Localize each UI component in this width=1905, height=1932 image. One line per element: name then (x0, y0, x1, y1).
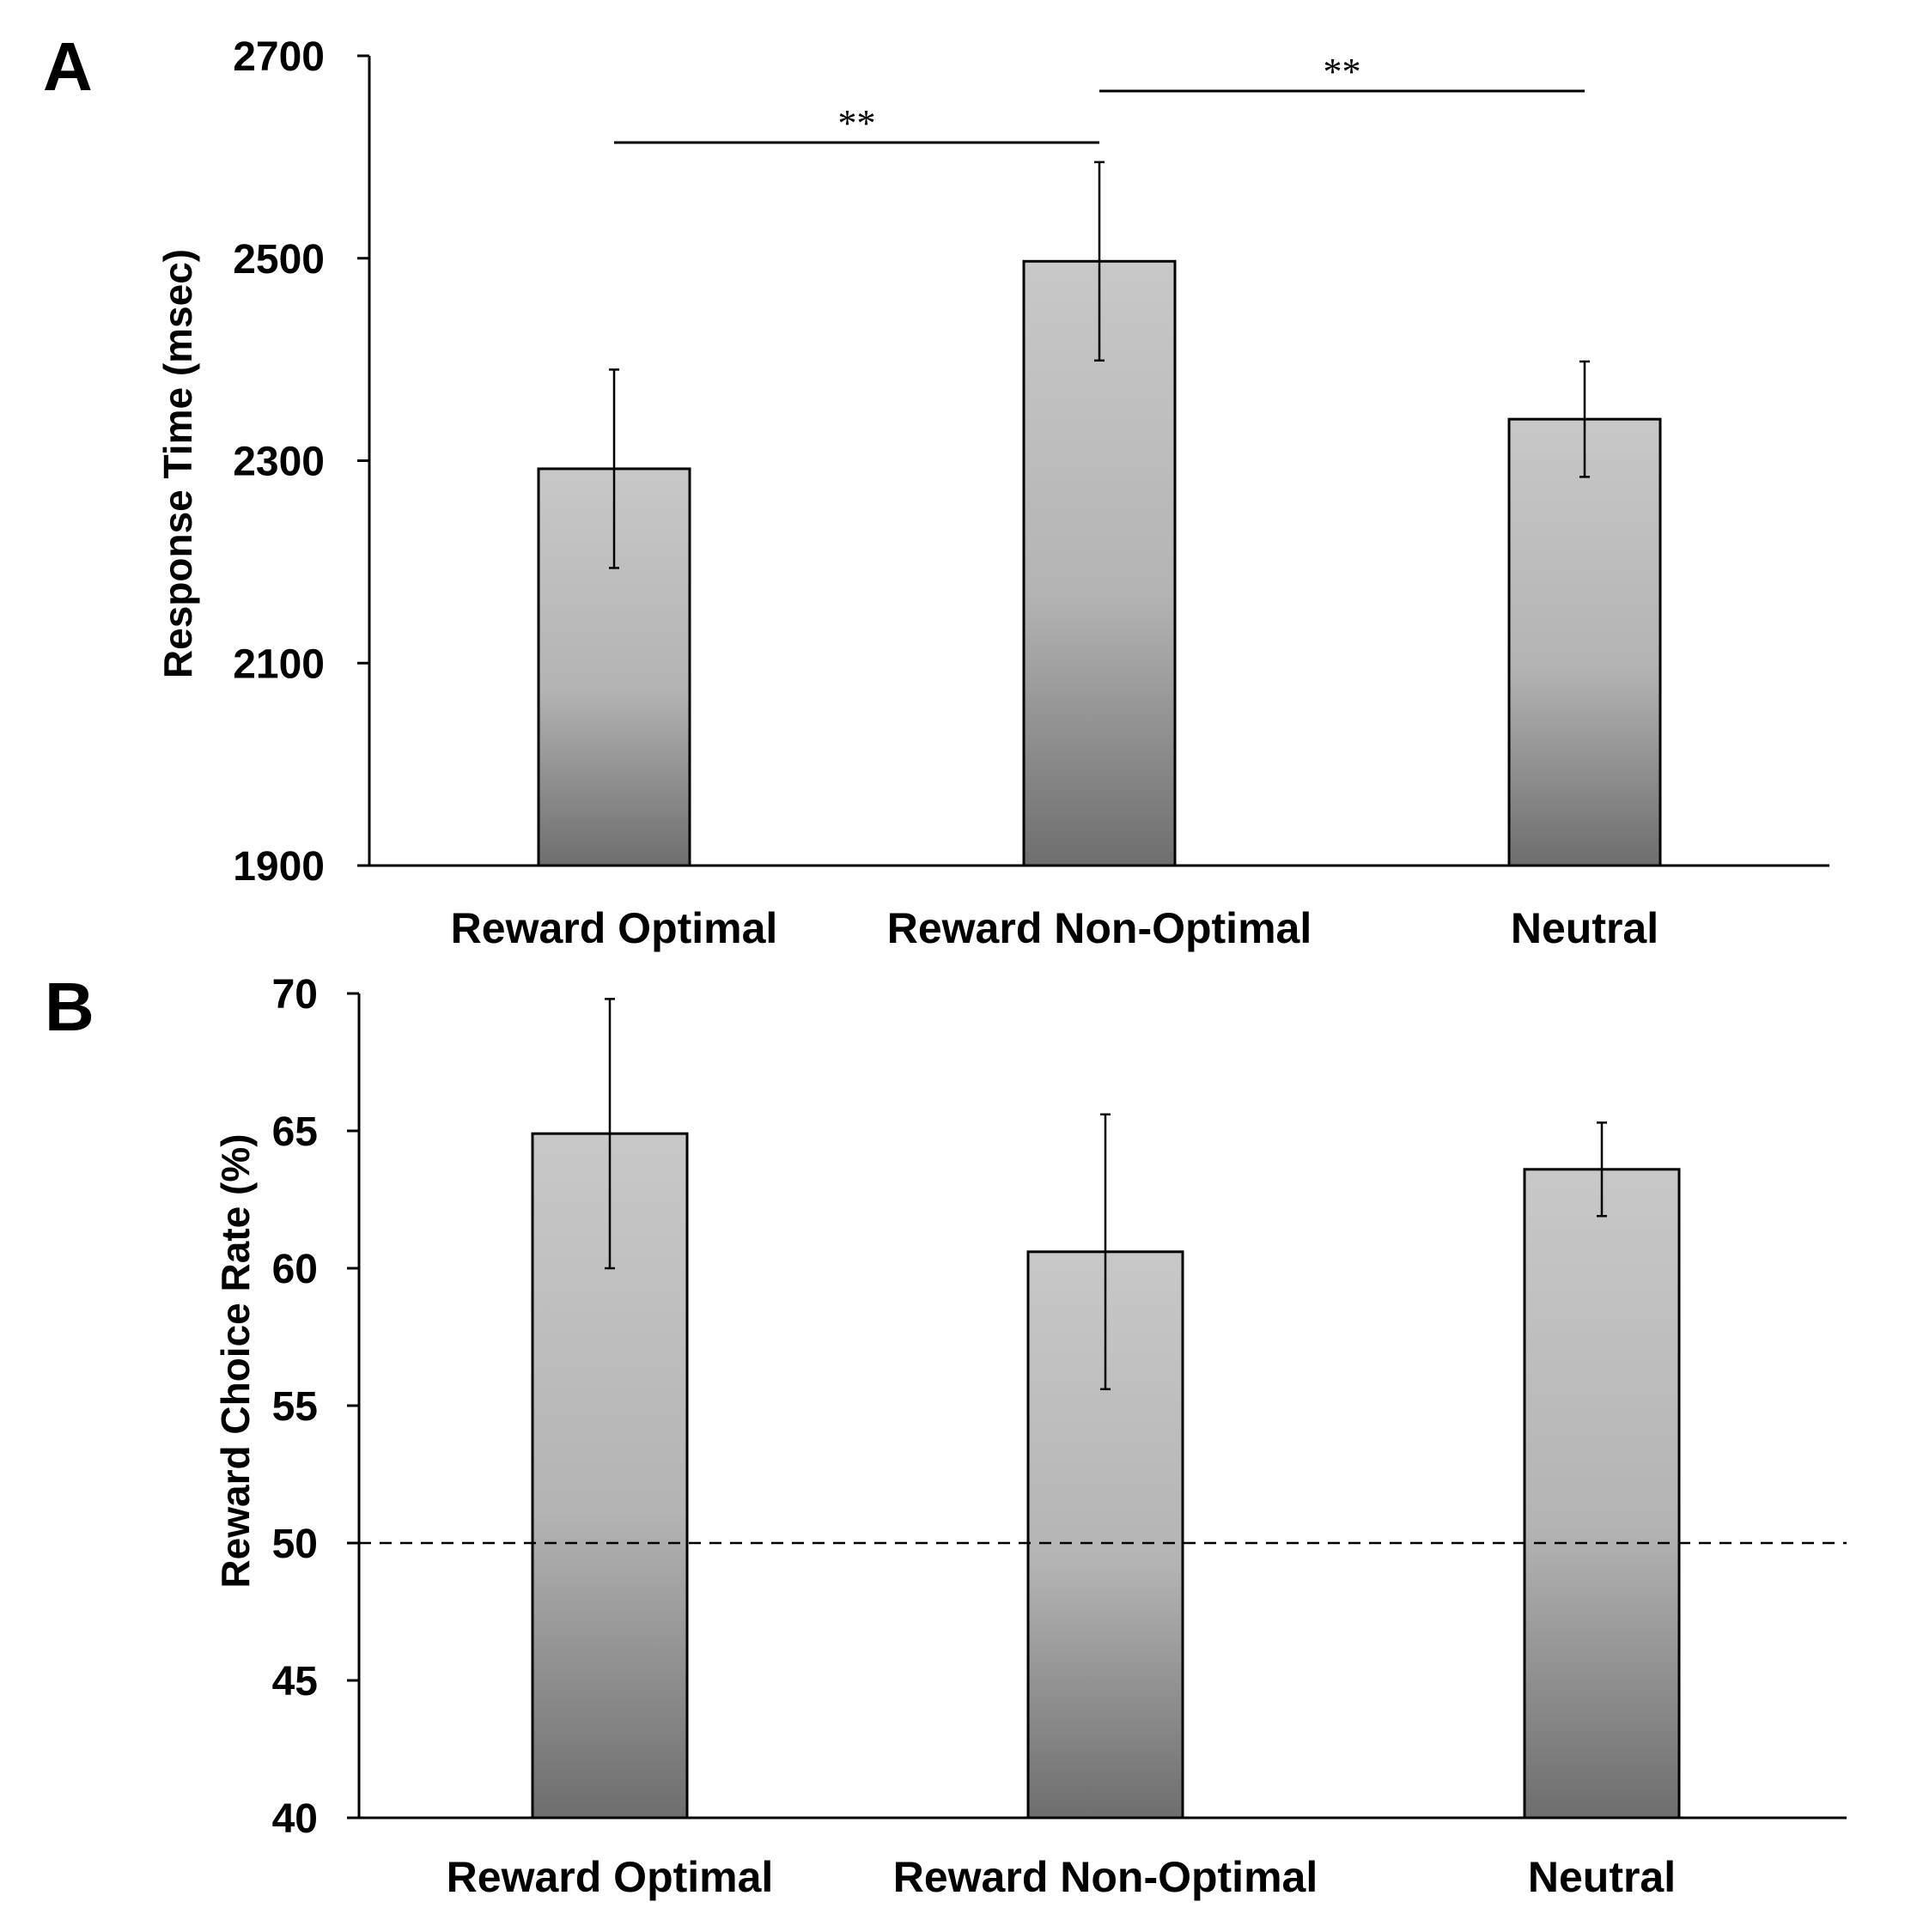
panel-a: A Response Time (msec) 1900 2100 2300 2500 2… (43, 28, 1829, 952)
panel-a-y-axis-title: Response Time (msec) (155, 249, 200, 678)
error-bar-2 (1094, 161, 1105, 362)
y-tick-label: 50 (272, 1522, 318, 1567)
significance-marker-2: ** (1099, 51, 1585, 93)
panel-b-y-axis-title: Reward Choice Rate (%) (213, 1133, 258, 1588)
error-bar-1 (605, 998, 615, 1270)
x-category-label: Neutral (1511, 904, 1659, 952)
significance-label: ** (1324, 51, 1361, 93)
y-tick-label: 2500 (233, 237, 325, 283)
panel-b-plot-area: 40 45 50 55 60 65 70 Reward Optimal Reward Non-O… (272, 972, 1847, 1901)
x-category-label: Reward Optimal (451, 904, 778, 952)
y-tick-label: 65 (272, 1109, 318, 1155)
significance-label: ** (838, 102, 876, 144)
y-tick-label: 2700 (233, 34, 325, 80)
panel-a-plot-area: 1900 2100 2300 2500 2700 Reward Optimal Reward… (233, 34, 1829, 952)
bar-3 (1507, 417, 1662, 867)
y-tick-label: 40 (272, 1796, 318, 1842)
bar-2 (1022, 259, 1177, 867)
y-tick-label: 2300 (233, 440, 325, 485)
error-bar-3 (1579, 360, 1590, 478)
error-bar-1 (609, 368, 619, 569)
x-category-label: Reward Non-Optimal (887, 904, 1312, 952)
error-bar-2 (1100, 1113, 1111, 1391)
y-tick-label: 60 (272, 1247, 318, 1292)
y-tick-label: 2100 (233, 641, 325, 687)
y-tick-label: 70 (272, 972, 318, 1018)
x-category-label: Neutral (1528, 1853, 1676, 1901)
panel-b: B Reward Choice Rate (%) 40 45 50 55 60 65 70 R… (45, 969, 1847, 1901)
y-tick-label: 1900 (233, 844, 325, 890)
y-tick-label: 45 (272, 1659, 318, 1704)
x-category-label: Reward Non-Optimal (893, 1853, 1318, 1901)
panel-b-letter: B (45, 969, 94, 1045)
bar-3 (1523, 1168, 1681, 1820)
y-tick-label: 55 (272, 1384, 318, 1430)
panel-a-letter: A (43, 28, 93, 105)
x-category-label: Reward Optimal (447, 1853, 774, 1901)
error-bar-3 (1597, 1121, 1607, 1218)
significance-marker-1: ** (614, 102, 1099, 144)
